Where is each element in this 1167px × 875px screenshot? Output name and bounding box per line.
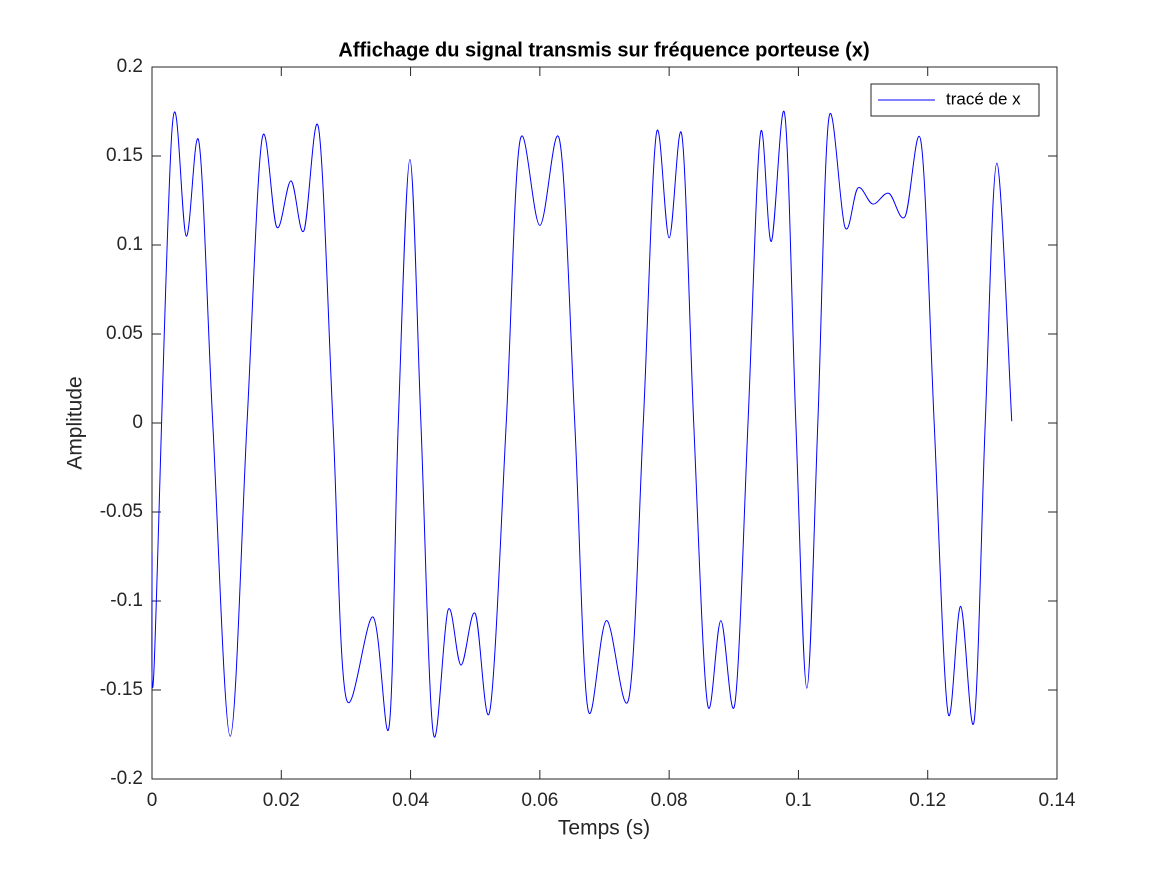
chart-title: Affichage du signal transmis sur fréquen… [338,39,869,61]
x-tick-label: 0 [147,790,158,811]
y-tick-label: 0.1 [117,234,143,255]
y-axis-label: Amplitude [64,376,87,469]
x-tick-label: 0.02 [263,790,300,811]
y-tick-label: -0.05 [100,501,143,522]
x-tick-label: 0.1 [785,790,811,811]
x-tick-label: 0.14 [1039,790,1076,811]
x-axis-label: Temps (s) [558,817,650,840]
x-tick-label: 0.04 [392,790,429,811]
y-tick-label: -0.1 [110,590,143,611]
y-tick-label: 0.05 [106,323,143,344]
legend-label: tracé de x [946,89,1021,108]
y-tick-label: 0.15 [106,145,143,166]
x-tick-label: 0.12 [909,790,946,811]
x-tick-label: 0.06 [521,790,558,811]
y-tick-label: -0.15 [100,679,143,700]
y-tick-label: 0 [132,412,143,433]
signal-line [151,110,1013,738]
x-tick-label: 0.08 [651,790,688,811]
y-tick-label: -0.2 [110,768,143,789]
y-tick-label: 0.2 [117,56,143,77]
